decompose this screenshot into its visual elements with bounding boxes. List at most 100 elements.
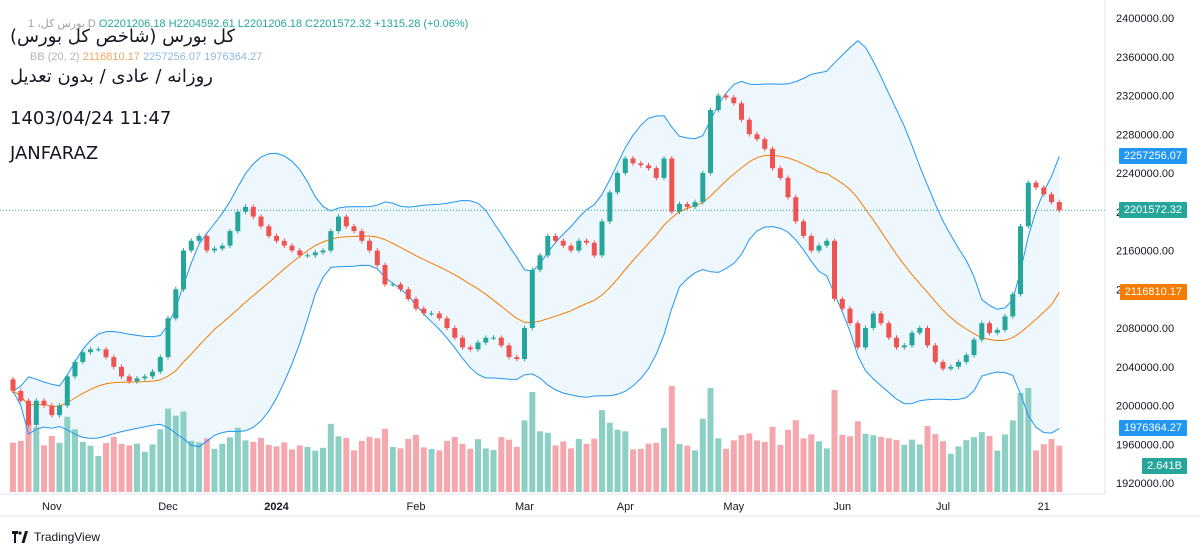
candle-body	[460, 337, 465, 348]
candle-body	[925, 328, 930, 346]
chart-datetime: 1403/04/24 11:47	[10, 108, 172, 129]
volume-bar	[940, 441, 946, 492]
volume-bar	[878, 436, 884, 492]
volume-bar	[467, 448, 474, 492]
candle-body	[1049, 194, 1054, 203]
candle-body	[700, 173, 706, 203]
candle-body	[196, 236, 202, 241]
candle-body	[336, 216, 341, 232]
volume-bar	[165, 408, 171, 492]
x-axis-ticks: Nov Dec 2024 Feb Mar Apr May Jun Jul 21	[42, 501, 1050, 513]
volume-bar	[645, 443, 652, 492]
volume-bar	[575, 438, 582, 492]
candle-body	[1041, 187, 1047, 195]
volume-bar	[955, 446, 962, 492]
volume-bar	[420, 447, 427, 492]
candle-body	[351, 226, 357, 232]
volume-bar	[839, 434, 846, 492]
candle-body	[390, 284, 396, 286]
candle-body	[994, 329, 1000, 333]
volume-bar	[506, 439, 512, 492]
candle-body	[134, 378, 140, 382]
volume-bar	[211, 448, 218, 492]
bollinger-lines	[12, 40, 1060, 448]
candle-body	[808, 236, 814, 251]
candle-body	[956, 361, 961, 367]
volume-bar	[64, 416, 71, 492]
candle-body	[777, 168, 783, 178]
volume-bar	[374, 438, 381, 492]
candle-body	[26, 400, 31, 425]
y-tick-label: 2360000.00	[1116, 52, 1174, 64]
x-tick-label: Feb	[407, 501, 426, 513]
volume-bar	[1002, 434, 1008, 492]
candle-body	[413, 298, 419, 309]
bb-label: BB (20, 2)	[30, 51, 80, 63]
volume-bar	[583, 443, 590, 492]
volume-bar	[862, 433, 869, 492]
volume-bar	[552, 445, 559, 492]
candle-body	[1002, 316, 1008, 330]
last-price-label: 2201572.32	[1118, 202, 1187, 218]
volume-bar	[1040, 444, 1047, 492]
volume-bar	[513, 446, 520, 492]
volume-bar	[831, 390, 838, 492]
x-tick-label: Jun	[833, 501, 851, 513]
volume-bar	[854, 421, 861, 492]
volume-bar	[219, 443, 226, 492]
x-tick-label: 21	[1038, 501, 1050, 513]
footer-brand[interactable]: TradingView	[12, 530, 100, 544]
candle-body	[948, 366, 954, 369]
candle-body	[863, 328, 868, 348]
y-tick-label: 1960000.00	[1116, 439, 1174, 451]
candle-body	[522, 328, 527, 359]
volume-bar	[1017, 393, 1024, 492]
candle-body	[165, 318, 171, 358]
x-tick-label: Nov	[42, 501, 62, 513]
volume-bar	[777, 444, 784, 492]
candle-body	[987, 323, 992, 333]
volume-bar	[48, 435, 55, 492]
footer-brand-text: TradingView	[34, 530, 101, 544]
chart-title: (کل بورس (شاخص کل بورس	[10, 26, 236, 47]
ohlc-prefix: 1 ،بورس‌ کل D	[28, 18, 96, 30]
candle-body	[692, 202, 698, 207]
candle-body	[607, 192, 613, 222]
y-tick-label: 2160000.00	[1116, 246, 1174, 258]
volume-bar	[738, 435, 745, 492]
volume-bar	[653, 442, 660, 492]
candle-body	[599, 221, 605, 256]
candle-body	[816, 245, 822, 251]
candle-body	[514, 357, 520, 359]
candle-body	[320, 250, 326, 253]
volume-bar	[847, 436, 853, 492]
x-tick-label: Mar	[515, 501, 534, 513]
volume-bar	[808, 434, 815, 492]
candle-body	[219, 245, 225, 249]
bb-upper-value: 2257256.07	[142, 51, 202, 63]
candle-body	[181, 250, 186, 290]
candle-body	[150, 371, 155, 377]
volume-bar	[141, 451, 148, 492]
candle-body	[708, 110, 713, 173]
candle-body	[266, 226, 272, 236]
volume-bar	[684, 445, 691, 492]
candle-body	[638, 163, 644, 166]
candle-body	[622, 158, 628, 173]
volume-bar	[560, 441, 567, 492]
volume-bar	[149, 444, 156, 492]
y-tick-label: 2040000.00	[1116, 362, 1174, 374]
volume-bar	[901, 444, 908, 492]
candle-body	[429, 313, 434, 315]
candle-body	[669, 158, 675, 212]
candle-body	[785, 177, 791, 198]
x-tick-label: Apr	[617, 501, 634, 513]
candle-body	[576, 240, 582, 251]
volume-bar	[916, 444, 923, 492]
candle-body	[932, 345, 938, 362]
axes	[0, 0, 1200, 517]
candle-body	[312, 252, 318, 256]
bb-mid-value: 2116810.17	[82, 51, 140, 63]
volume-bar	[893, 439, 900, 492]
